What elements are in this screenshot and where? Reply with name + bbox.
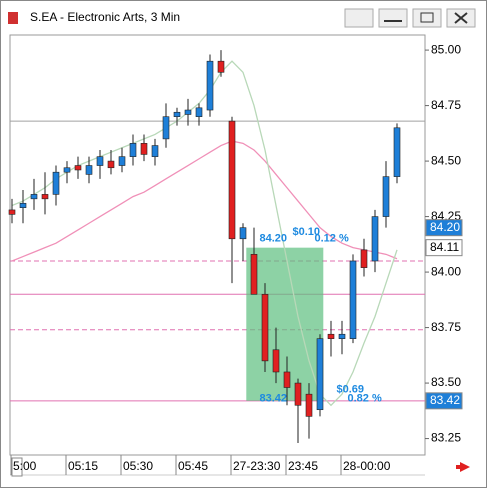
y-tick-label: 83.75 — [431, 320, 461, 334]
price-marker — [425, 219, 463, 237]
candle-body — [96, 156, 104, 166]
maximize-button[interactable] — [412, 8, 442, 28]
scroll-thumb[interactable] — [11, 457, 23, 477]
candle-body — [162, 116, 170, 140]
candle-body — [206, 60, 214, 111]
plot-area — [9, 34, 426, 456]
annotation: 0.12 % — [315, 233, 349, 245]
annotation: 84.20 — [260, 233, 288, 245]
candle-body — [217, 60, 225, 73]
candle-body — [107, 160, 115, 169]
price-marker-label: 84.20 — [430, 220, 460, 234]
candle-body — [140, 143, 148, 155]
y-tick-label: 85.00 — [431, 42, 461, 56]
x-tick-label: 28-00:00 — [343, 459, 391, 473]
icon — [454, 12, 468, 24]
candle-body — [338, 333, 346, 339]
candle-body — [261, 293, 269, 362]
x-tick-label: 05:45 — [178, 459, 208, 473]
y-tick-label: 84.75 — [431, 98, 461, 112]
candle-body — [184, 109, 192, 115]
candle-body — [294, 382, 302, 406]
candle-body — [173, 111, 181, 117]
candle-body — [118, 156, 126, 166]
candle-body — [349, 260, 357, 339]
candle-body — [8, 209, 16, 215]
candle-body — [316, 338, 324, 411]
price-marker-label: 84.11 — [430, 240, 459, 254]
candle-body — [52, 171, 60, 195]
candle-body — [19, 202, 27, 209]
candle-body — [250, 254, 258, 295]
moving-average — [11, 140, 398, 262]
x-tick-label: 5:00 — [13, 459, 37, 473]
y-tick-label: 83.25 — [431, 431, 461, 445]
annotation: 83.42 — [260, 393, 288, 405]
x-tick-label: 27-23:30 — [233, 459, 281, 473]
candle-body — [327, 333, 335, 339]
x-tick-label: 05:30 — [123, 459, 153, 473]
title-buttons — [344, 8, 476, 28]
candle-body — [371, 216, 379, 262]
candle-body — [74, 165, 82, 171]
candle-body — [30, 194, 38, 200]
minimize-button[interactable] — [378, 8, 408, 28]
link-button[interactable] — [344, 8, 374, 28]
icon — [420, 12, 434, 23]
candle-body — [228, 120, 236, 240]
candle-body — [239, 227, 247, 240]
annotation: $0.69 — [337, 384, 365, 396]
window-icon — [8, 12, 18, 24]
x-tick-label: 05:15 — [68, 459, 98, 473]
candle-body — [195, 107, 203, 117]
candle-body — [85, 165, 93, 175]
candle-body — [41, 194, 49, 200]
chart-title: S.EA - Electronic Arts, 3 Min — [30, 10, 180, 24]
candle-body — [272, 349, 280, 373]
candle-body — [382, 176, 390, 217]
candle-body — [283, 371, 291, 388]
candle-body — [63, 167, 71, 173]
annotation: $0.10 — [293, 226, 321, 238]
candle-body — [360, 249, 368, 268]
price-marker — [425, 392, 463, 410]
candle-body — [305, 393, 313, 417]
y-tick-label: 84.00 — [431, 264, 461, 278]
candle-body — [129, 143, 137, 157]
annotation: 0.82 % — [348, 393, 382, 405]
candle-body — [151, 145, 159, 157]
y-tick-label: 83.50 — [431, 375, 461, 389]
price-marker-label: 83.42 — [430, 393, 460, 407]
y-tick-label: 84.50 — [431, 153, 461, 167]
price-marker — [425, 239, 463, 257]
scroll-right-arrow[interactable] — [456, 462, 470, 472]
candle-body — [393, 127, 401, 177]
x-tick-label: 23:45 — [288, 459, 318, 473]
